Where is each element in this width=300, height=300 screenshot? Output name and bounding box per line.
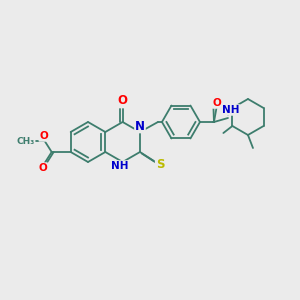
Text: O: O <box>38 163 47 173</box>
Text: O: O <box>213 98 221 108</box>
Text: NH: NH <box>111 161 128 171</box>
Text: CH₃: CH₃ <box>16 136 35 146</box>
Text: NH: NH <box>222 105 240 115</box>
Text: S: S <box>156 158 164 170</box>
Text: O: O <box>118 94 128 107</box>
Text: N: N <box>135 119 145 133</box>
Text: O: O <box>39 131 48 141</box>
